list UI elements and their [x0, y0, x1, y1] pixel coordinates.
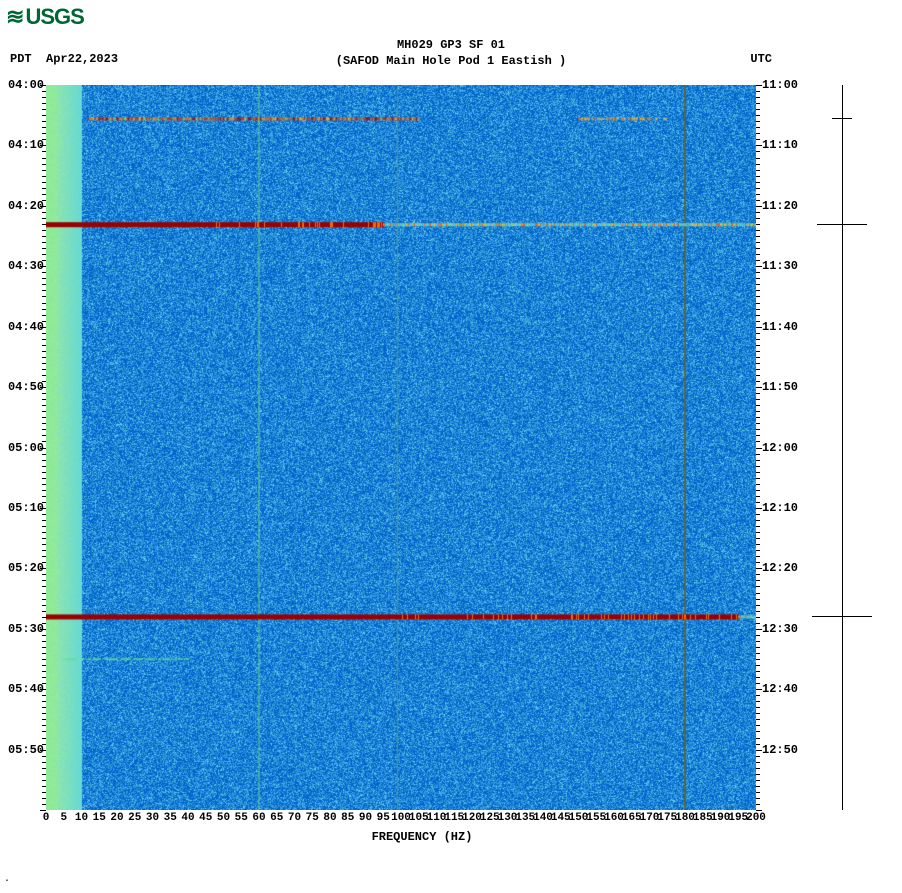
y-tick-right-label: 12:20 — [762, 561, 798, 575]
y-tick-left-label: 05:40 — [0, 682, 44, 696]
y-tick-left-label: 05:30 — [0, 622, 44, 636]
y-tick-left-label: 04:40 — [0, 320, 44, 334]
x-tick-label: 5 — [60, 812, 67, 824]
x-tick-label: 65 — [270, 812, 283, 824]
y-axis-right-labels: 11:0011:1011:2011:3011:4011:5012:0012:10… — [756, 85, 806, 810]
y-axis-right-ticks — [756, 85, 758, 810]
x-tick-label: 20 — [110, 812, 123, 824]
y-tick-right-label: 12:30 — [762, 622, 798, 636]
x-tick-label: 85 — [341, 812, 354, 824]
x-tick-label: 200 — [746, 812, 766, 824]
y-tick-right-label: 12:50 — [762, 743, 798, 757]
y-tick-right-label: 11:00 — [762, 78, 798, 92]
event-mark — [832, 118, 852, 119]
y-tick-left-label: 05:00 — [0, 441, 44, 455]
heatmap-canvas — [46, 85, 756, 810]
event-mark — [812, 616, 872, 617]
y-tick-left-label: 04:50 — [0, 380, 44, 394]
x-tick-label: 45 — [199, 812, 212, 824]
x-axis-labels: 0510152025303540455055606570758085909510… — [46, 810, 756, 830]
y-tick-left-label: 04:00 — [0, 78, 44, 92]
x-tick-label: 0 — [43, 812, 50, 824]
x-tick-label: 70 — [288, 812, 301, 824]
y-tick-left-label: 04:20 — [0, 199, 44, 213]
x-tick-label: 55 — [235, 812, 248, 824]
y-tick-left-label: 04:30 — [0, 259, 44, 273]
date: Apr22,2023 — [46, 52, 118, 66]
footer-dot: . — [4, 874, 10, 885]
y-tick-right-label: 12:10 — [762, 501, 798, 515]
y-tick-right-label: 11:30 — [762, 259, 798, 273]
left-timezone-date: PDT Apr22,2023 — [10, 52, 118, 66]
x-tick-label: 60 — [252, 812, 265, 824]
x-tick-label: 95 — [377, 812, 390, 824]
spectrogram-plot — [46, 85, 756, 810]
title-line-1: MH029 GP3 SF 01 — [0, 38, 902, 52]
heatmap-canvas-wrap — [46, 85, 756, 810]
right-timezone: UTC — [750, 52, 772, 66]
y-tick-left-label: 04:10 — [0, 138, 44, 152]
x-tick-label: 90 — [359, 812, 372, 824]
y-tick-right-label: 12:40 — [762, 682, 798, 696]
x-tick-label: 50 — [217, 812, 230, 824]
y-tick-right-label: 11:50 — [762, 380, 798, 394]
x-tick-label: 40 — [181, 812, 194, 824]
y-tick-right-label: 11:40 — [762, 320, 798, 334]
event-mark — [817, 224, 867, 225]
usgs-logo: USGS — [6, 4, 84, 30]
left-tz: PDT — [10, 52, 32, 66]
event-amplitude-axis — [802, 85, 882, 810]
x-tick-label: 25 — [128, 812, 141, 824]
x-tick-label: 80 — [323, 812, 336, 824]
y-tick-left-label: 05:10 — [0, 501, 44, 515]
logo-text: USGS — [25, 4, 83, 30]
x-tick-label: 15 — [93, 812, 106, 824]
y-tick-right-label: 11:20 — [762, 199, 798, 213]
y-tick-left-label: 05:20 — [0, 561, 44, 575]
y-tick-left-label: 05:50 — [0, 743, 44, 757]
x-tick-label: 75 — [306, 812, 319, 824]
event-axis-line — [842, 85, 843, 810]
x-tick-label: 30 — [146, 812, 159, 824]
x-tick-label: 10 — [75, 812, 88, 824]
y-tick-right-label: 12:00 — [762, 441, 798, 455]
x-axis-label: FREQUENCY (HZ) — [46, 830, 798, 844]
x-tick-label: 35 — [164, 812, 177, 824]
y-tick-right-label: 11:10 — [762, 138, 798, 152]
